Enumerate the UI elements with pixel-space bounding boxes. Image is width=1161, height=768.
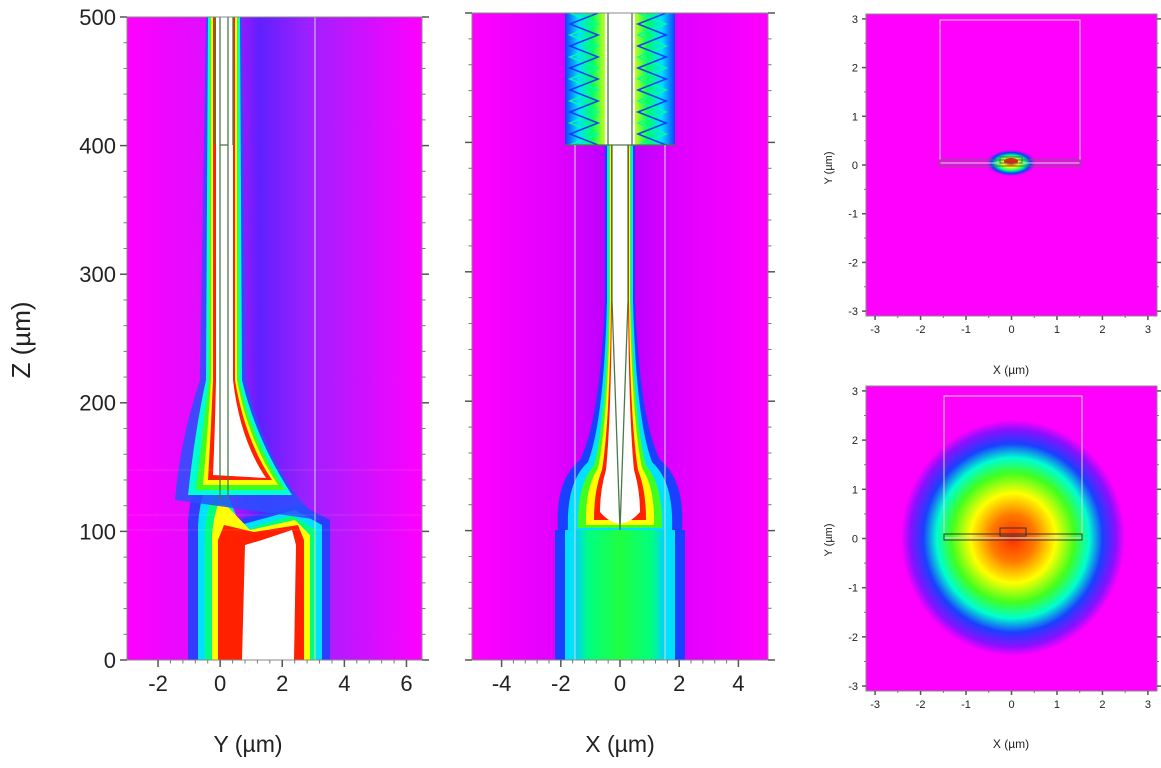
x-tick-label: 4: [338, 671, 350, 696]
bottom-right-field-map: [866, 386, 1157, 691]
top-right-x-axis-label: X (µm): [993, 363, 1029, 377]
bottom-right-panel: -3 -2 -1 0 1 2 3 -3 -2 -1 0 1 2 3 X (µm) Y (µm): [823, 385, 1161, 751]
top-right-panel: -3 -2 -1 0 1 2 3 -3 -2 -1 0 1 2 3 X (µm) Y (µm): [823, 13, 1161, 377]
x-tick-label: -2: [148, 671, 168, 696]
y-tick-label: 0: [852, 533, 858, 545]
y-tick-label: -3: [848, 306, 858, 318]
y-tick-label: 2: [852, 435, 858, 447]
y-tick-label: 400: [79, 134, 116, 159]
y-tick-label: 1: [852, 484, 858, 496]
y-tick-label: 1: [852, 111, 858, 123]
x-tick-label: -1: [961, 699, 971, 711]
interference-pattern: [635, 13, 669, 146]
middle-y-ticks: [465, 12, 775, 661]
x-tick-label: 1: [1054, 324, 1060, 336]
left-field-map: [127, 17, 422, 660]
y-tick-label: 0: [852, 160, 858, 172]
y-tick-label: 3: [852, 14, 858, 26]
x-tick-label: -2: [916, 699, 926, 711]
top-right-y-ticks: -3 -2 -1 0 1 2 3: [848, 14, 1161, 318]
x-tick-label: 3: [1145, 324, 1151, 336]
y-tick-label: 100: [79, 519, 116, 544]
x-tick-label: -2: [551, 671, 571, 696]
x-tick-label: 4: [732, 671, 744, 696]
x-tick-label: -1: [961, 324, 971, 336]
interference-pattern: [567, 13, 601, 146]
middle-field-map: [472, 13, 768, 660]
y-tick-label: -2: [848, 257, 858, 269]
left-panel: 0 100 200 300 400 500 -2 0 2 4 6 Y (µm) Z (µm): [6, 5, 429, 757]
left-y-axis-label: Z (µm): [6, 301, 36, 378]
top-right-field-map: [866, 14, 1157, 316]
middle-x-axis-label: X (µm): [585, 731, 654, 757]
x-tick-label: 0: [214, 671, 226, 696]
x-tick-label: -3: [870, 699, 880, 711]
bottom-right-y-axis-label: Y (µm): [823, 523, 835, 556]
left-y-ticks: 0 100 200 300 400 500: [79, 5, 429, 673]
x-tick-label: 0: [1008, 324, 1014, 336]
x-tick-label: -4: [492, 671, 512, 696]
y-tick-label: 3: [852, 386, 858, 398]
x-tick-label: 0: [1008, 699, 1014, 711]
x-tick-label: 3: [1145, 699, 1151, 711]
y-tick-label: 500: [79, 5, 116, 30]
interference-pattern: [635, 13, 669, 146]
left-x-ticks: -2 0 2 4 6: [148, 660, 413, 696]
y-tick-label: 2: [852, 63, 858, 75]
x-tick-label: -2: [916, 324, 926, 336]
x-tick-label: 0: [614, 671, 626, 696]
bottom-right-x-ticks: -3 -2 -1 0 1 2 3: [870, 691, 1151, 711]
x-tick-label: -3: [870, 324, 880, 336]
middle-x-ticks: -4 -2 0 2 4: [492, 660, 745, 696]
y-tick-label: 200: [79, 391, 116, 416]
y-tick-label: 0: [104, 648, 116, 673]
interference-pattern: [567, 13, 601, 146]
y-tick-label: -1: [848, 209, 858, 221]
top-right-x-ticks: -3 -2 -1 0 1 2 3: [870, 316, 1151, 336]
x-tick-label: 6: [400, 671, 412, 696]
y-tick-label: -1: [848, 583, 858, 595]
x-tick-label: 2: [673, 671, 685, 696]
top-right-y-axis-label: Y (µm): [823, 151, 835, 184]
y-tick-label: -3: [848, 681, 858, 693]
bottom-right-x-axis-label: X (µm): [993, 737, 1029, 751]
x-tick-label: 2: [276, 671, 288, 696]
left-x-axis-label: Y (µm): [213, 731, 282, 757]
y-tick-label: 300: [79, 262, 116, 287]
middle-panel: -4 -2 0 2 4 X (µm): [465, 12, 775, 757]
x-tick-label: 2: [1099, 699, 1105, 711]
y-tick-label: -2: [848, 632, 858, 644]
bottom-right-y-ticks: -3 -2 -1 0 1 2 3: [848, 386, 1161, 693]
x-tick-label: 1: [1054, 699, 1060, 711]
x-tick-label: 2: [1099, 324, 1105, 336]
